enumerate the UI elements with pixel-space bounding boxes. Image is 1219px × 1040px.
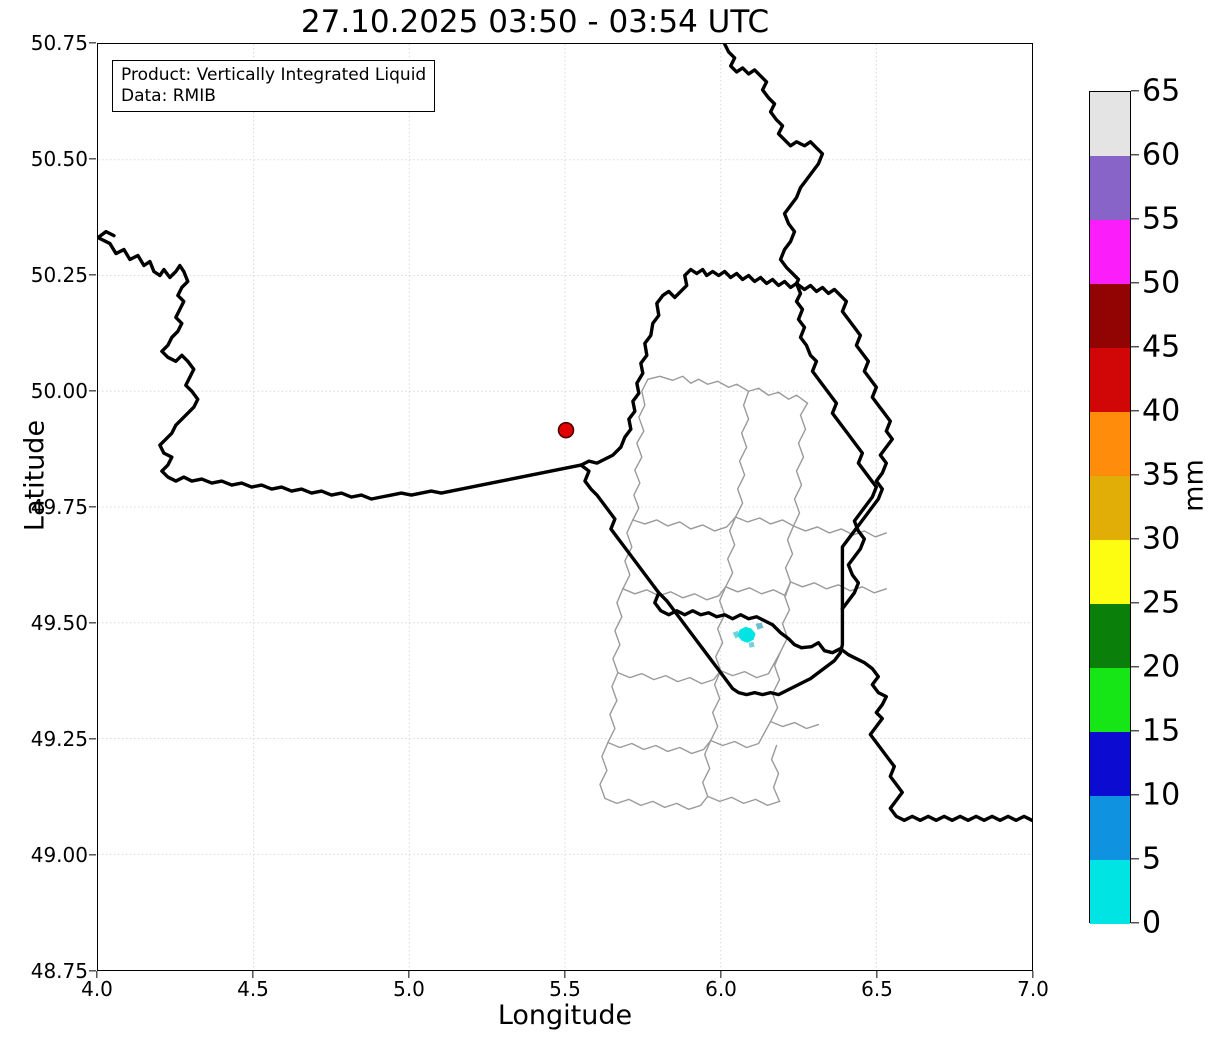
x-tick-label: 5.0 — [393, 977, 425, 1001]
x-tick-mark — [720, 971, 722, 978]
x-tick-mark — [564, 971, 566, 978]
colorbar-tick-mark — [1131, 346, 1139, 348]
colorbar-tick-label: 50 — [1142, 265, 1181, 301]
colorbar-segment-20-25 — [1090, 604, 1130, 668]
y-tick-label: 49.25 — [30, 727, 88, 751]
colorbar-tick-label: 65 — [1142, 73, 1181, 109]
colorbar-segment-60-65 — [1090, 92, 1130, 156]
map-plot-area[interactable]: Product: Vertically Integrated Liquid Da… — [97, 43, 1033, 971]
y-tick-mark — [89, 506, 96, 508]
y-tick-label: 49.50 — [30, 611, 88, 635]
country-border-luxembourg-east — [794, 281, 879, 611]
colorbar-tick-label: 0 — [1142, 905, 1162, 941]
colorbar-tick-label: 35 — [1142, 457, 1181, 493]
product-info-box: Product: Vertically Integrated Liquid Da… — [112, 60, 436, 113]
y-axis-ticks: 48.75 49.00 49.25 49.50 49.75 50.00 50.2… — [0, 0, 96, 1040]
y-tick-mark — [89, 274, 96, 276]
y-tick-label: 49.75 — [30, 495, 88, 519]
colorbar-tick-mark — [1131, 602, 1139, 604]
colorbar-tick-label: 45 — [1142, 329, 1181, 365]
country-border-luxembourg-south — [657, 591, 845, 697]
x-tick-label: 4.5 — [237, 977, 269, 1001]
y-tick-mark — [89, 158, 96, 160]
colorbar-tick-label: 30 — [1142, 521, 1181, 557]
radar-echo-cell — [732, 622, 764, 648]
colorbar-segment-30-35 — [1090, 476, 1130, 540]
y-tick-label: 50.00 — [30, 379, 88, 403]
x-tick-mark — [96, 971, 98, 978]
y-tick-label: 50.25 — [30, 263, 88, 287]
x-tick-mark — [1032, 971, 1034, 978]
country-border-northwest-fragment — [98, 229, 116, 240]
y-tick-label: 50.50 — [30, 147, 88, 171]
colorbar-tick-mark — [1131, 282, 1139, 284]
colorbar-tick-mark — [1131, 218, 1139, 220]
x-tick-label: 6.0 — [705, 977, 737, 1001]
colorbar-tick-mark — [1131, 154, 1139, 156]
colorbar-tick-mark — [1131, 410, 1139, 412]
y-tick-mark — [89, 622, 96, 624]
y-tick-label: 48.75 — [30, 959, 88, 983]
country-border-belgium-france — [98, 235, 583, 501]
radar-site-marker[interactable] — [557, 421, 575, 439]
colorbar-tick-label: 40 — [1142, 393, 1181, 429]
colorbar-tick-mark — [1131, 666, 1139, 668]
colorbar-segment-10-15 — [1090, 732, 1130, 796]
y-axis-label: Latitude — [19, 419, 51, 532]
colorbar-tick-mark — [1131, 858, 1139, 860]
data-source-line: Data: RMIB — [121, 85, 216, 106]
colorbar-tick-mark — [1131, 538, 1139, 540]
colorbar-tick-mark — [1131, 922, 1139, 924]
country-border-france-germany — [799, 641, 1032, 823]
y-tick-mark — [89, 390, 96, 392]
y-tick-mark — [89, 42, 96, 44]
grid-lines-horizontal — [98, 159, 1032, 855]
colorbar-tick-mark — [1131, 90, 1139, 92]
map-canvas — [98, 44, 1032, 970]
product-line: Product: Vertically Integrated Liquid — [121, 65, 427, 85]
country-border-belgium-germany — [722, 44, 825, 286]
colorbar-tick-mark — [1131, 730, 1139, 732]
colorbar-tick-label: 15 — [1142, 713, 1181, 749]
y-tick-label: 50.75 — [30, 31, 88, 55]
colorbar-segment-55-60 — [1090, 156, 1130, 220]
y-tick-label: 49.00 — [30, 843, 88, 867]
page-title: 27.10.2025 03:50 - 03:54 UTC — [300, 4, 770, 40]
y-tick-mark — [89, 970, 96, 972]
colorbar-tick-label: 60 — [1142, 137, 1181, 173]
x-tick-label: 6.5 — [861, 977, 893, 1001]
colorbar-tick-label: 10 — [1142, 777, 1181, 813]
colorbar-segment-50-55 — [1090, 220, 1130, 284]
colorbar-segment-25-30 — [1090, 540, 1130, 604]
colorbar-segment-0-5 — [1090, 860, 1130, 924]
country-border-luxembourg-west — [579, 267, 799, 467]
colorbar-tick-label: 25 — [1142, 585, 1181, 621]
x-tick-label: 5.5 — [549, 977, 581, 1001]
colorbar[interactable] — [1089, 91, 1131, 924]
colorbar-segment-35-40 — [1090, 412, 1130, 476]
x-tick-mark — [876, 971, 878, 978]
colorbar-tick-label: 5 — [1142, 841, 1162, 877]
colorbar-tick-label: 20 — [1142, 649, 1181, 685]
country-border-france-south — [579, 463, 804, 650]
x-tick-label: 4.0 — [81, 977, 113, 1001]
x-tick-mark — [252, 971, 254, 978]
y-tick-mark — [89, 738, 96, 740]
x-tick-label: 7.0 — [1017, 977, 1049, 1001]
colorbar-tick-mark — [1131, 474, 1139, 476]
colorbar-segment-15-20 — [1090, 668, 1130, 732]
y-tick-mark — [89, 854, 96, 856]
x-axis-label: Longitude — [497, 1000, 633, 1031]
colorbar-unit-label: mm — [1178, 459, 1210, 512]
colorbar-segment-45-50 — [1090, 284, 1130, 348]
country-border-germany-east — [794, 281, 894, 611]
colorbar-tick-label: 55 — [1142, 201, 1181, 237]
colorbar-segment-40-45 — [1090, 348, 1130, 412]
admin-boundaries — [599, 375, 888, 811]
colorbar-tick-mark — [1131, 794, 1139, 796]
colorbar-segment-5-10 — [1090, 796, 1130, 860]
x-tick-mark — [408, 971, 410, 978]
